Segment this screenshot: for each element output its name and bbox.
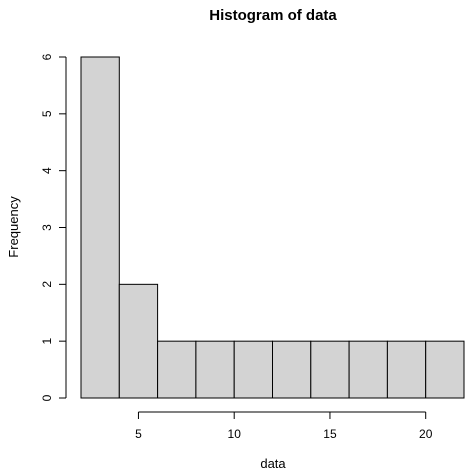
histogram-bar-1 <box>118 283 159 399</box>
histogram-bar-9 <box>425 340 465 399</box>
y-tick-label: 2 <box>40 281 54 288</box>
histogram-bar-0 <box>80 56 120 399</box>
y-tick-label: 3 <box>40 224 54 231</box>
histogram-bar-4 <box>233 340 273 399</box>
histogram-bar-7 <box>348 340 388 399</box>
y-tick-label: 4 <box>40 167 54 174</box>
histogram-bar-2 <box>157 340 197 399</box>
chart-title: Histogram of data <box>209 7 337 24</box>
y-tick-label: 1 <box>40 338 54 345</box>
y-axis-label: Frequency <box>6 196 21 258</box>
x-tick-label: 10 <box>228 427 242 441</box>
x-tick-label: 5 <box>135 427 142 441</box>
y-axis: 0 1 2 3 4 5 6 <box>40 53 67 401</box>
histogram-bar-5 <box>272 340 312 399</box>
y-tick-label: 6 <box>40 53 54 60</box>
x-tick-label: 20 <box>419 427 433 441</box>
y-tick-label: 0 <box>40 394 54 401</box>
x-axis: 5 10 15 20 <box>135 411 433 441</box>
x-axis-label: data <box>260 456 286 471</box>
y-tick-label: 5 <box>40 110 54 117</box>
bars-group <box>80 56 465 399</box>
x-tick-label: 15 <box>323 427 337 441</box>
histogram-bar-6 <box>310 340 350 399</box>
histogram-bar-8 <box>386 340 427 399</box>
histogram-bar-3 <box>195 340 235 399</box>
